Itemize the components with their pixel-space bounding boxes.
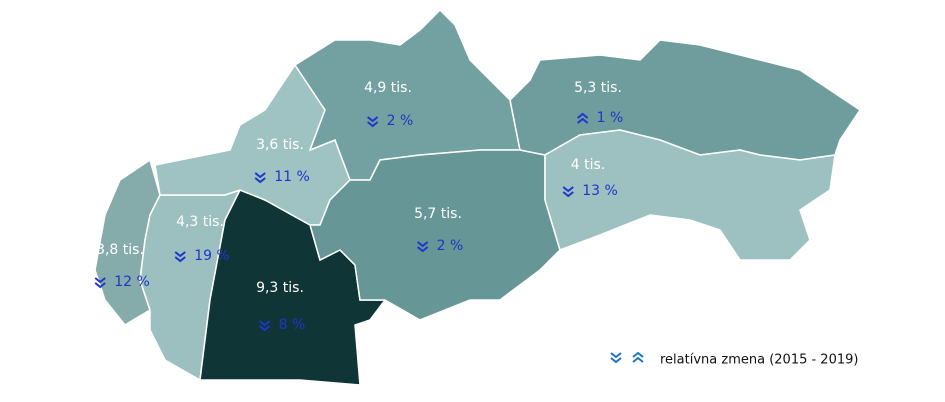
region-change: 19 % (194, 248, 230, 264)
region (309, 149, 561, 321)
region-value: 4 tis. (571, 157, 605, 173)
region-change: 13 % (582, 183, 618, 199)
region-value: 4,3 tis. (176, 214, 224, 230)
labels: 3,8 tis. 12 % 4,3 tis. 19 % 9,3 tis. 8 % 3,6 t… (94, 80, 624, 333)
regions (94, 8, 862, 386)
region-change: 8 % (279, 317, 306, 333)
change-direction-icon (577, 112, 589, 124)
region-value: 3,6 tis. (256, 137, 304, 153)
region-change: 11 % (274, 169, 310, 185)
legend-up-icon (632, 351, 644, 363)
change-direction-icon (174, 251, 186, 263)
region-change: 2 % (387, 113, 414, 129)
region (544, 129, 836, 261)
legend-down-icon (610, 352, 622, 364)
region-change: 1 % (597, 110, 624, 126)
change-direction-icon (367, 116, 379, 128)
region-value: 4,9 tis. (364, 80, 412, 96)
region (509, 39, 862, 161)
region-value: 3,8 tis. (96, 242, 144, 258)
legend-label: relatívna zmena (2015 - 2019) (660, 353, 858, 368)
region-change: 2 % (437, 238, 464, 254)
region-value: 5,3 tis. (574, 80, 622, 96)
legend: relatívna zmena (2015 - 2019) (610, 351, 858, 368)
change-direction-icon (94, 277, 106, 289)
change-direction-icon (562, 186, 574, 198)
region-value: 9,3 tis. (256, 280, 304, 296)
change-direction-icon (254, 172, 266, 184)
change-direction-icon (417, 241, 429, 253)
region-change: 12 % (114, 274, 150, 290)
change-direction-icon (259, 320, 271, 332)
region-value: 5,7 tis. (414, 206, 462, 222)
